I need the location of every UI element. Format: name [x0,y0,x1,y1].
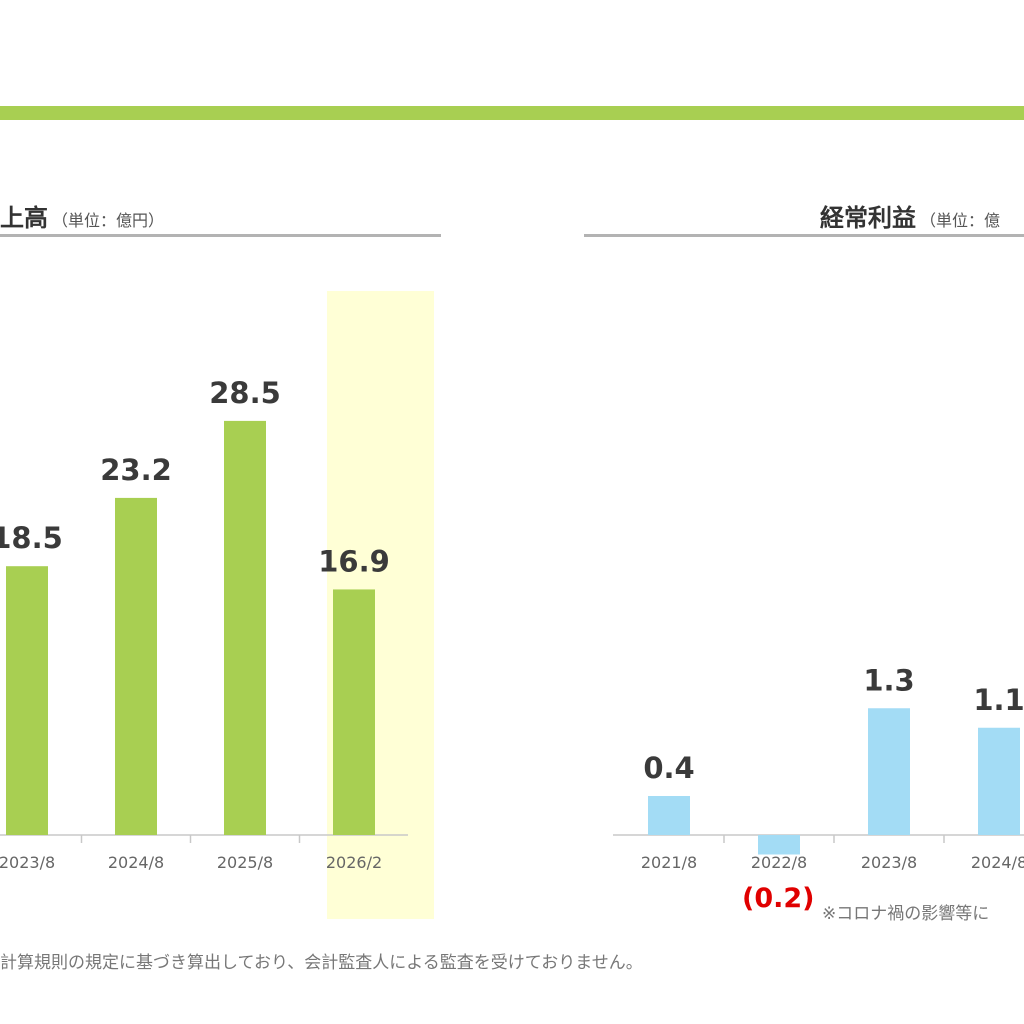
sales-category-label: 2025/8 [217,853,273,872]
profit-note: ※コロナ禍の影響等に [822,904,990,924]
profit-unit-text: （単位：億 [920,211,1001,230]
profit-value-label: 1.3 [863,663,914,697]
profit-bar [758,835,800,855]
profit-value-label: 1.1 [973,683,1024,717]
header-accent-bar [0,106,1024,120]
profit-bar [648,796,690,835]
profit-bar [868,708,910,835]
sales-unit-text: （単位：億円） [52,211,165,230]
sales-panel-title: 上高 （単位：億円） [0,198,164,233]
profit-category-label: 2022/8 [751,853,807,872]
profit-title-text: 経常利益 [820,204,916,232]
profit-value-label: 0.4 [643,751,694,785]
sales-category-label: 2026/2 [326,853,382,872]
sales-bar [224,420,266,835]
profit-bar [978,727,1020,835]
sales-title-text: 上高 [0,204,48,232]
sales-bar [333,589,375,835]
sales-value-label: 28.5 [209,376,281,410]
profit-category-label: 2021/8 [641,853,697,872]
sales-title-rule [0,234,441,237]
profit-category-label: 2023/8 [861,853,917,872]
sales-bar [6,566,48,835]
sales-value-label: 18.5 [0,521,63,555]
negative-value-label: (0.2) [742,883,815,914]
profit-title-rule [584,234,1024,237]
footnote: 計算規則の規定に基づき算出しており、会計監査人による監査を受けておりません。 [0,953,643,973]
sales-value-label: 16.9 [318,544,390,578]
sales-category-label: 2024/8 [108,853,164,872]
profit-category-label: 2024/8 [971,853,1024,872]
sales-value-label: 23.2 [100,453,172,487]
sales-bar [115,497,157,835]
profit-panel-title: 経常利益 （単位：億 [820,198,1000,233]
sales-category-label: 2023/8 [0,853,55,872]
